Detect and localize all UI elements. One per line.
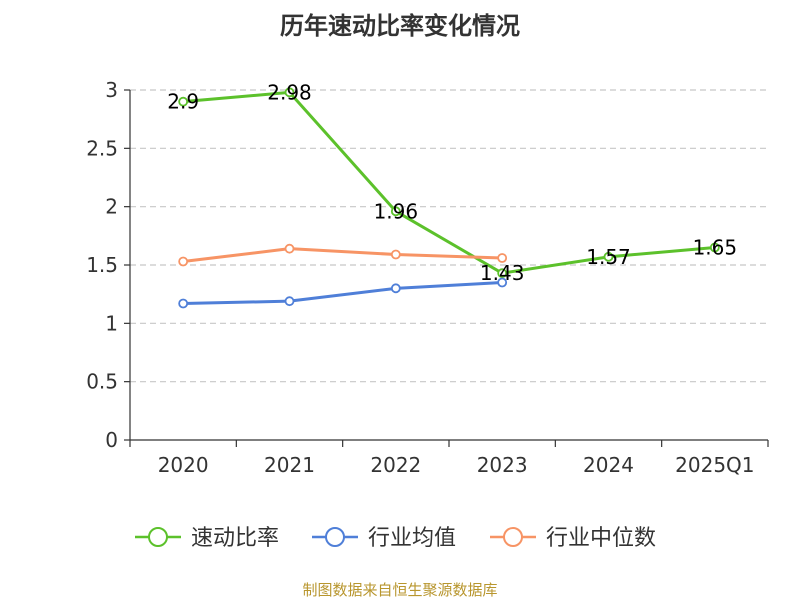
data-label: 1.65 bbox=[693, 236, 738, 260]
data-labels: 2.9 2.98 1.96 1.43 1.57 1.65 bbox=[167, 80, 737, 285]
data-point bbox=[284, 296, 295, 307]
chart-title: 历年速动比率变化情况 bbox=[280, 12, 520, 40]
y-tick-label: 1 bbox=[105, 311, 118, 335]
x-tick-label: 2021 bbox=[264, 453, 315, 477]
data-label: 2.9 bbox=[167, 90, 199, 114]
data-point bbox=[709, 242, 720, 253]
y-tick-label: 3 bbox=[105, 78, 118, 102]
legend-marker bbox=[325, 527, 345, 547]
data-label: 1.57 bbox=[586, 245, 631, 269]
grid-lines bbox=[130, 89, 768, 383]
source-note: 制图数据来自恒生聚源数据库 bbox=[302, 581, 497, 599]
data-label: 1.43 bbox=[480, 261, 525, 285]
data-label: 1.96 bbox=[374, 199, 419, 223]
legend-marker bbox=[503, 527, 523, 547]
data-point bbox=[284, 243, 295, 254]
legend-label: 行业中位数 bbox=[546, 526, 656, 551]
data-point bbox=[497, 277, 508, 288]
y-tick-label: 1.5 bbox=[86, 253, 118, 277]
legend-marker bbox=[148, 527, 168, 547]
x-tick-label: 2022 bbox=[370, 453, 421, 477]
data-point bbox=[178, 256, 189, 267]
x-tick-label: 2025Q1 bbox=[675, 453, 754, 477]
data-point bbox=[603, 251, 614, 262]
data-point bbox=[178, 96, 189, 107]
series-line-1 bbox=[183, 281, 503, 305]
legend-label: 速动比率 bbox=[191, 526, 279, 551]
y-tick-label: 2 bbox=[105, 195, 118, 219]
data-point bbox=[497, 253, 508, 263]
series-line-2 bbox=[182, 247, 503, 263]
y-tick-label: 2.5 bbox=[86, 136, 118, 160]
data-point bbox=[497, 268, 508, 279]
x-tick-label: 2020 bbox=[158, 453, 209, 477]
legend-label: 行业均值 bbox=[368, 526, 456, 551]
series-group bbox=[178, 87, 720, 309]
y-tick-label: 0.5 bbox=[86, 370, 118, 394]
data-point bbox=[390, 249, 401, 260]
series-line-0 bbox=[183, 90, 715, 275]
data-label: 2.98 bbox=[267, 80, 312, 104]
data-point bbox=[390, 206, 401, 217]
axes: 0 0.5 1 1.5 2 2.5 3 2020 2021 2022 2023 2024 2025Q1 bbox=[86, 78, 769, 477]
y-tick-label: 0 bbox=[105, 428, 118, 452]
x-tick-label: 2023 bbox=[477, 453, 528, 477]
data-point bbox=[178, 298, 189, 309]
data-point bbox=[390, 283, 401, 294]
data-point bbox=[284, 87, 295, 98]
x-tick-label: 2024 bbox=[583, 453, 634, 477]
legend: 速动比率 行业均值 行业中位数 bbox=[135, 526, 656, 551]
